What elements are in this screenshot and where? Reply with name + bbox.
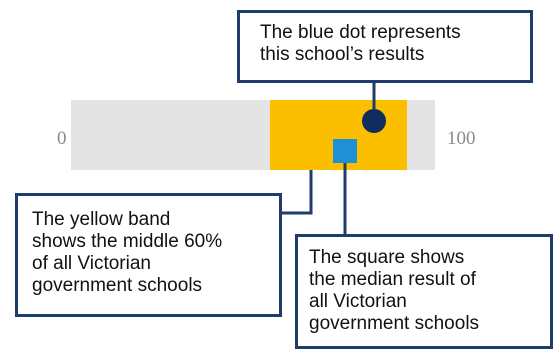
band-callout-line: The yellow band [32,209,171,230]
band-callout-line: government schools [32,275,203,296]
median-callout-line: The square shows [309,247,465,268]
dot-callout-line: The blue dot represents [260,22,461,43]
band-connector [282,170,313,215]
school-result-dot [362,109,386,133]
median-callout: The square shows the median result of al… [295,234,553,349]
band-callout-line: shows the middle 60% [32,231,223,252]
median-callout-line: the median result of [309,269,476,290]
dot-callout-line: this school’s results [260,44,425,65]
band-callout-line: of all Victorian [32,253,151,274]
median-callout-line: government schools [309,313,480,334]
scale-min-label: 0 [57,128,67,149]
scale-max-label: 100 [447,128,476,149]
dot-callout: The blue dot represents this school’s re… [237,10,533,83]
band-callout: The yellow band shows the middle 60% of … [15,193,282,317]
median-square [333,139,357,163]
median-callout-line: all Victorian [309,291,407,312]
